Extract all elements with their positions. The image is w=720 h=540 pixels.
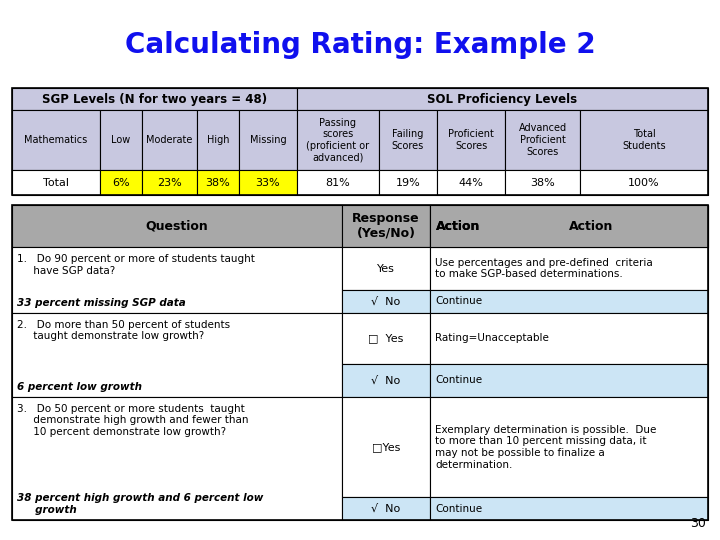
Bar [437,170,505,195]
Text: SOL Proficiency Levels: SOL Proficiency Levels [428,92,577,105]
Text: 44%: 44% [459,178,483,187]
Text: Calculating Rating: Example 2: Calculating Rating: Example 2 [125,31,595,59]
Bar [342,247,430,290]
Text: Action: Action [436,219,480,233]
Bar [342,397,430,497]
Text: Moderate: Moderate [146,135,193,145]
Text: Total
Students: Total Students [622,129,666,151]
Text: Passing
scores
(proficient or
advanced): Passing scores (proficient or advanced) [307,118,369,163]
Bar [342,364,430,397]
Text: Exemplary determination is possible.  Due
to more than 10 percent missing data, : Exemplary determination is possible. Due… [435,425,657,470]
Bar [430,247,708,290]
Text: 30: 30 [690,517,706,530]
Text: Failing
Scores: Failing Scores [392,129,424,151]
Text: Advanced
Proficient
Scores: Advanced Proficient Scores [518,124,567,157]
Text: 1.   Do 90 percent or more of students taught
     have SGP data?: 1. Do 90 percent or more of students tau… [17,254,255,275]
Text: Question: Question [145,219,208,233]
Text: 38%: 38% [206,178,230,187]
Bar [12,247,342,313]
Text: √  No: √ No [372,296,400,306]
Bar [430,397,708,497]
Text: 19%: 19% [395,178,420,187]
Text: 81%: 81% [325,178,351,187]
Text: Use percentages and pre-defined  criteria
to make SGP-based determinations.: Use percentages and pre-defined criteria… [435,258,653,279]
Text: √  No: √ No [372,504,400,514]
Text: Low: Low [112,135,130,145]
Bar [142,110,197,170]
Bar [297,170,379,195]
Bar [580,170,708,195]
Bar [430,205,708,247]
Bar [342,290,430,313]
Bar [342,313,430,364]
Text: 38 percent high growth and 6 percent low
     growth: 38 percent high growth and 6 percent low… [17,494,264,515]
Bar [12,170,100,195]
Text: Response
(Yes/No): Response (Yes/No) [352,212,420,240]
Bar [239,170,297,195]
Text: Missing: Missing [250,135,287,145]
Bar [430,364,708,397]
Bar [100,170,142,195]
Text: Mathematics: Mathematics [24,135,88,145]
Text: 33 percent missing SGP data: 33 percent missing SGP data [17,298,186,308]
Text: □  Yes: □ Yes [369,333,404,343]
Bar [142,170,197,195]
Text: □Yes: □Yes [372,442,400,452]
Bar [430,290,708,313]
Text: SGP Levels (N for two years = 48): SGP Levels (N for two years = 48) [42,92,267,105]
Bar [12,205,708,520]
Bar [297,88,708,110]
Bar [430,497,708,520]
Bar [379,170,437,195]
Text: 6%: 6% [112,178,130,187]
Bar [12,313,342,397]
Bar [342,497,430,520]
Bar [12,88,708,195]
Bar [239,110,297,170]
Bar [379,110,437,170]
Bar [12,88,297,110]
Bar [297,110,379,170]
Text: 100%: 100% [628,178,660,187]
Bar [580,110,708,170]
Text: Rating=Unacceptable: Rating=Unacceptable [435,333,549,343]
Text: √  No: √ No [372,375,400,386]
Bar [430,205,708,247]
Text: Total: Total [43,178,69,187]
Text: 2.   Do more than 50 percent of students
     taught demonstrate low growth?: 2. Do more than 50 percent of students t… [17,320,230,341]
Text: 3.   Do 50 percent or more students  taught
     demonstrate high growth and few: 3. Do 50 percent or more students taught… [17,404,248,437]
Text: Action: Action [569,219,613,233]
Bar [505,110,580,170]
Bar [197,170,239,195]
Text: 38%: 38% [530,178,555,187]
Bar [430,313,708,364]
Bar [342,205,430,247]
Text: 33%: 33% [256,178,280,187]
Bar [505,170,580,195]
Text: Proficient
Scores: Proficient Scores [448,129,494,151]
Bar [12,205,342,247]
Bar [12,397,342,520]
Bar [100,110,142,170]
Text: Continue: Continue [435,375,482,386]
Text: High: High [207,135,229,145]
Text: Continue: Continue [435,504,482,514]
Text: Continue: Continue [435,296,482,306]
Text: 23%: 23% [157,178,182,187]
Bar [12,110,100,170]
Text: 6 percent low growth: 6 percent low growth [17,382,142,392]
Text: Action: Action [436,219,480,233]
Text: Yes: Yes [377,264,395,274]
Bar [437,110,505,170]
Bar [197,110,239,170]
